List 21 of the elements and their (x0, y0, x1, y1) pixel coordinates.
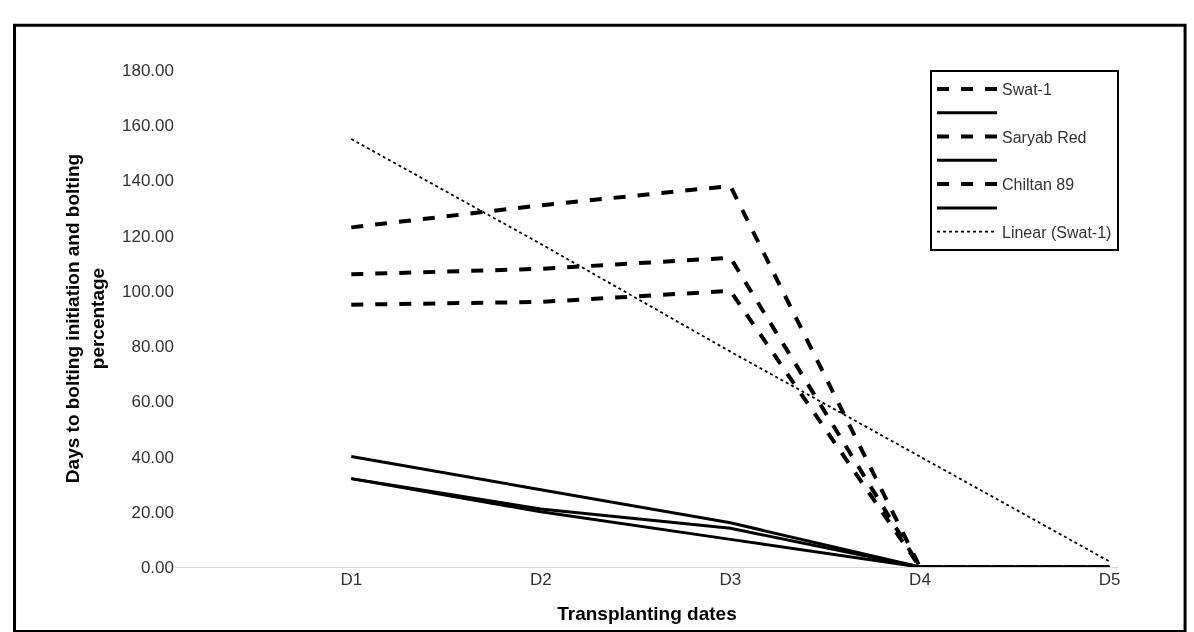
y-tick-label: 120.00 (122, 226, 174, 246)
legend-label: Saryab Red (1002, 128, 1087, 146)
y-axis-title: Days to bolting initiation and bolting percentage (62, 153, 108, 484)
y-tick-label: 40.00 (131, 447, 174, 467)
y-tick-label: 160.00 (122, 116, 174, 136)
x-tick-label: D3 (719, 570, 742, 589)
y-tick-label: 80.00 (131, 337, 174, 357)
x-tick-label: D1 (340, 570, 363, 589)
legend-label: Linear (Swat-1) (1002, 223, 1112, 241)
legend-label: Chiltan 89 (1002, 176, 1075, 194)
y-tick-label: 140.00 (122, 171, 174, 191)
y-tick-label: 100.00 (122, 281, 174, 301)
x-tick-label: D5 (1098, 570, 1121, 589)
y-tick-label: 20.00 (131, 502, 174, 522)
y-tick-label: 60.00 (131, 392, 174, 412)
x-tick-label: D4 (909, 570, 931, 589)
y-tick-label: 180.00 (122, 60, 174, 80)
y-tick-label: 0.00 (140, 557, 174, 577)
x-tick-label: D2 (529, 570, 552, 589)
x-axis-title: Transplanting dates (557, 602, 737, 624)
legend-label: Swat-1 (1002, 81, 1052, 99)
